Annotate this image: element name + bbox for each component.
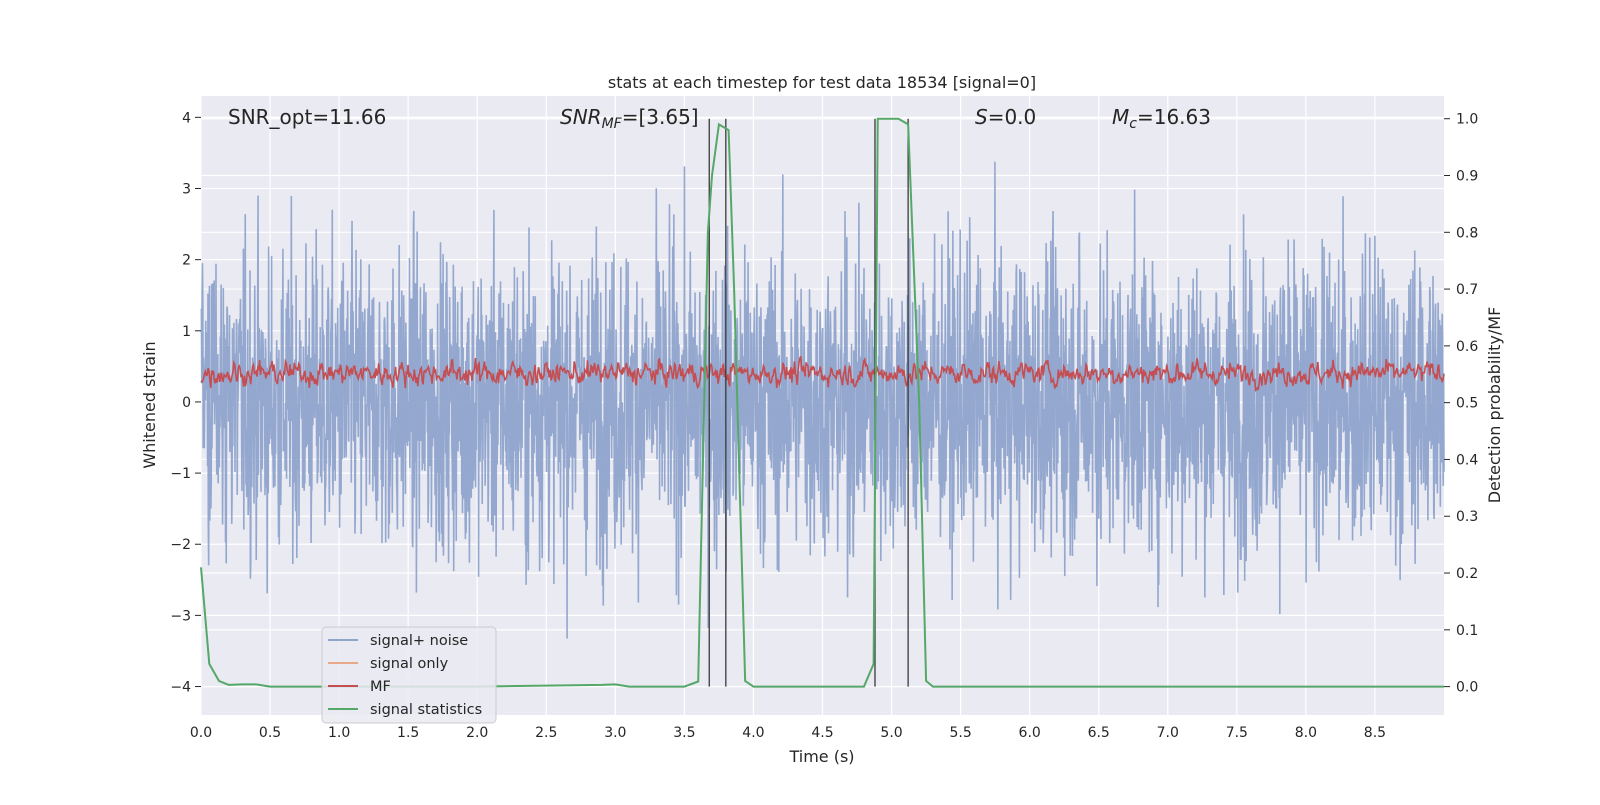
y-left-tick-labels: 4 3 2 1 0 −1 −2 −3 −4 xyxy=(170,110,201,695)
annotation-s-label: S xyxy=(975,105,988,129)
annotation-snr-mf-main: SNR xyxy=(560,105,602,129)
x-tick-label-6: 3.0 xyxy=(604,725,626,741)
x-tick-label-3: 1.5 xyxy=(397,725,419,741)
y-right-tick-label-7: 0.3 xyxy=(1456,509,1478,525)
x-tick-label-15: 7.5 xyxy=(1226,725,1248,741)
y-left-tick-label-2: 2 xyxy=(182,253,191,269)
x-tick-label-7: 3.5 xyxy=(673,725,695,741)
legend-label-mf: MF xyxy=(370,679,391,695)
x-tick-label-14: 7.0 xyxy=(1157,725,1179,741)
annotation-s-value: =0.0 xyxy=(988,105,1037,129)
y-axis-label-right: Detection probability/MF xyxy=(1485,307,1504,504)
x-tick-label-13: 6.5 xyxy=(1088,725,1110,741)
y-axis-label-left: Whitened strain xyxy=(140,341,159,468)
x-tick-label-16: 8.0 xyxy=(1295,725,1317,741)
x-tick-label-4: 2.0 xyxy=(466,725,488,741)
y-right-tick-label-5: 0.5 xyxy=(1456,396,1478,412)
x-tick-label-11: 5.5 xyxy=(949,725,971,741)
legend-label-signal-statistics: signal statistics xyxy=(370,702,482,718)
annotation-s: S=0.0 xyxy=(975,105,1036,129)
y-right-tick-label-6: 0.4 xyxy=(1456,452,1478,468)
y-left-tick-label-6: −2 xyxy=(170,537,191,553)
y-right-tick-label-3: 0.7 xyxy=(1456,282,1478,298)
x-tick-labels: 0.0 0.5 1.0 1.5 2.0 2.5 3.0 3.5 4.0 4.5 5.0 5.5 6.0 6… xyxy=(190,725,1386,741)
x-tick-label-5: 2.5 xyxy=(535,725,557,741)
legend-label-signal-plus-noise: signal+ noise xyxy=(370,633,468,649)
annotation-snr-opt: SNR_opt=11.66 xyxy=(228,105,386,129)
y-right-tick-label-10: 0.0 xyxy=(1456,680,1478,696)
annotation-snr-mf-value: =[3.65] xyxy=(622,105,699,129)
annotation-mc-value: =16.63 xyxy=(1137,105,1211,129)
y-right-tick-label-2: 0.8 xyxy=(1456,225,1478,241)
y-left-tick-label-0: 4 xyxy=(182,110,191,126)
x-tick-label-10: 5.0 xyxy=(880,725,902,741)
annotation-snr-mf: SNRMF=[3.65] xyxy=(560,105,699,132)
y-right-tick-label-1: 0.9 xyxy=(1456,169,1478,185)
x-axis-label: Time (s) xyxy=(788,747,854,766)
x-tick-label-0: 0.0 xyxy=(190,725,212,741)
x-tick-label-2: 1.0 xyxy=(328,725,350,741)
annotation-mc: Mc=16.63 xyxy=(1112,105,1211,132)
y-left-tick-label-8: −4 xyxy=(170,680,191,696)
x-tick-label-8: 4.0 xyxy=(742,725,764,741)
annotation-mc-main: M xyxy=(1112,105,1129,129)
legend: signal+ noise signal only MF signal stat… xyxy=(322,627,496,723)
y-left-tick-label-4: 0 xyxy=(182,395,191,411)
x-tick-label-9: 4.5 xyxy=(811,725,833,741)
legend-label-signal-only: signal only xyxy=(370,656,449,672)
annotation-snr-mf-sub: MF xyxy=(602,116,623,132)
y-right-tick-label-9: 0.1 xyxy=(1456,623,1478,639)
x-tick-label-12: 6.0 xyxy=(1019,725,1041,741)
y-right-tick-label-8: 0.2 xyxy=(1456,566,1478,582)
y-left-tick-label-1: 3 xyxy=(182,181,191,197)
y-right-tick-label-4: 0.6 xyxy=(1456,339,1478,355)
y-right-tick-label-0: 1.0 xyxy=(1456,112,1478,128)
x-tick-label-17: 8.5 xyxy=(1364,725,1386,741)
x-tick-label-1: 0.5 xyxy=(259,725,281,741)
y-left-tick-label-7: −3 xyxy=(170,608,191,624)
y-right-tick-labels: 1.0 0.9 0.8 0.7 0.6 0.5 0.4 0.3 0.2 0.1 0.0 xyxy=(1444,112,1478,696)
chart-title: stats at each timestep for test data 185… xyxy=(608,73,1036,92)
y-left-tick-label-3: 1 xyxy=(182,324,191,340)
y-left-tick-label-5: −1 xyxy=(170,466,191,482)
